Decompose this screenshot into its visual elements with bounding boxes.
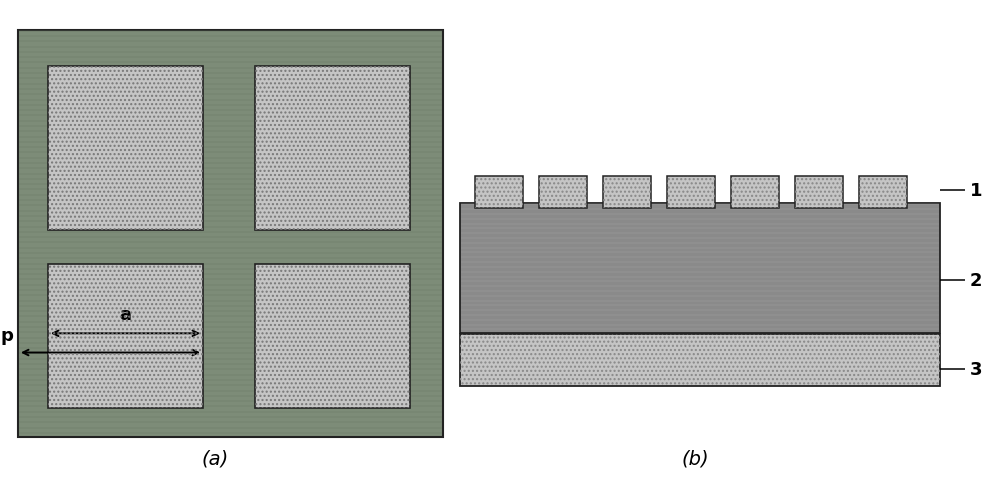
Bar	[859, 176, 907, 209]
Text: 2: 2	[970, 272, 982, 290]
Bar	[795, 176, 843, 209]
Bar	[539, 176, 587, 209]
Text: 1: 1	[970, 181, 982, 200]
Bar	[460, 335, 940, 386]
Text: a: a	[120, 305, 132, 323]
Bar	[255, 67, 410, 230]
Bar	[667, 176, 715, 209]
Bar	[48, 264, 203, 408]
Bar	[460, 204, 940, 334]
Bar	[48, 264, 203, 408]
Bar	[48, 67, 203, 230]
Bar	[48, 67, 203, 230]
Bar	[603, 176, 651, 209]
Bar	[255, 67, 410, 230]
Text: p: p	[0, 326, 13, 344]
Bar	[255, 264, 410, 408]
Text: (b): (b)	[681, 449, 709, 468]
Text: (a): (a)	[201, 449, 229, 468]
Bar	[475, 176, 523, 209]
Bar	[539, 176, 587, 209]
Bar	[255, 264, 410, 408]
Bar	[859, 176, 907, 209]
Bar	[18, 31, 443, 437]
Bar	[475, 176, 523, 209]
Bar	[667, 176, 715, 209]
Bar	[731, 176, 779, 209]
Bar	[795, 176, 843, 209]
Bar	[731, 176, 779, 209]
Bar	[603, 176, 651, 209]
Text: 3: 3	[970, 360, 982, 379]
Bar	[460, 335, 940, 386]
